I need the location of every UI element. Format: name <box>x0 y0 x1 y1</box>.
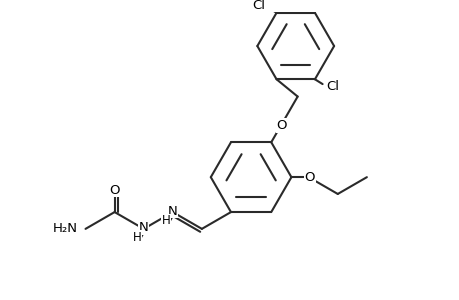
Text: H: H <box>162 214 170 227</box>
Text: N: N <box>168 205 177 218</box>
Text: H₂N: H₂N <box>53 222 78 236</box>
Text: Cl: Cl <box>326 80 339 94</box>
Text: H: H <box>132 231 141 244</box>
Text: O: O <box>276 119 286 132</box>
Text: N: N <box>139 221 148 234</box>
Text: O: O <box>109 184 120 196</box>
Text: O: O <box>304 171 314 184</box>
Text: Cl: Cl <box>252 0 264 12</box>
